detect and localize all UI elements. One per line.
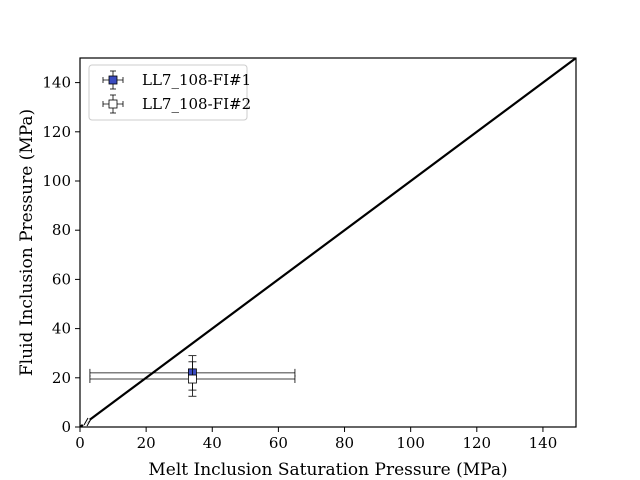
origin-break-mark-2 [86, 418, 92, 427]
plot-frame [79, 57, 577, 428]
y-tick-label: 100 [42, 172, 71, 190]
legend-item-1: LL7_108-FI#1 [102, 70, 251, 90]
x-tick-label: 100 [396, 434, 425, 452]
legend-marker [108, 75, 118, 85]
legend-item-2: LL7_108-FI#2 [102, 94, 251, 114]
legend-box [88, 64, 248, 121]
y-tick-label: 120 [42, 123, 71, 141]
y-tick-label: 80 [52, 221, 71, 239]
y-tick-label: 40 [52, 320, 71, 338]
series-2 [89, 361, 296, 397]
plot-area [79, 57, 577, 428]
x-tick-label: 120 [462, 434, 491, 452]
x-tick-label: 20 [137, 434, 156, 452]
y-tick-label: 140 [42, 74, 71, 92]
legend-marker [108, 99, 118, 109]
y-axis-label: Fluid Inclusion Pressure (MPa) [17, 109, 37, 376]
x-tick-label: 40 [203, 434, 222, 452]
legend-label: LL7_108-FI#1 [142, 71, 251, 89]
y-axis: 0 20 40 60 80 100 120 140 [42, 74, 80, 436]
x-tick-label: 60 [269, 434, 288, 452]
origin-break-mark-1 [83, 417, 89, 426]
x-tick-label: 140 [529, 434, 558, 452]
legend-label: LL7_108-FI#2 [142, 95, 251, 113]
data-point-marker [188, 374, 197, 384]
x-tick-label: 0 [75, 434, 85, 452]
x-axis-label: Melt Inclusion Saturation Pressure (MPa) [148, 460, 507, 480]
one-to-one-line [80, 58, 576, 427]
y-tick-label: 0 [61, 418, 71, 436]
y-tick-label: 60 [52, 270, 71, 288]
y-tick-label: 20 [52, 369, 71, 387]
legend: LL7_108-FI#1 LL7_108-FI#2 [88, 64, 251, 121]
x-axis: 0 20 40 60 80 100 120 140 [75, 427, 557, 452]
x-tick-label: 80 [335, 434, 354, 452]
